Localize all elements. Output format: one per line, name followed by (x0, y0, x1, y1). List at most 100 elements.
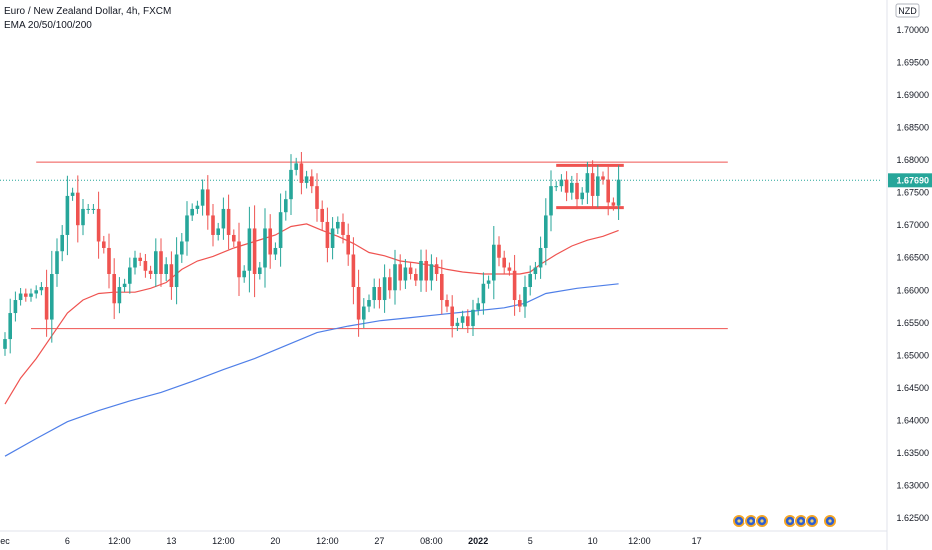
candle[interactable] (512, 254, 517, 316)
candle[interactable] (341, 213, 345, 244)
candle[interactable] (112, 258, 116, 320)
candle[interactable] (117, 277, 122, 314)
candle[interactable] (128, 257, 132, 294)
candle[interactable] (419, 249, 423, 292)
candle[interactable] (39, 282, 44, 296)
candle[interactable] (450, 295, 454, 338)
candle[interactable] (148, 265, 153, 279)
candle[interactable] (507, 262, 512, 276)
candle[interactable] (122, 278, 127, 292)
ema-200-line[interactable] (4, 283, 619, 457)
candle[interactable] (102, 235, 106, 254)
candle[interactable] (289, 154, 293, 215)
candle[interactable] (70, 187, 75, 201)
candle[interactable] (445, 294, 449, 313)
candle[interactable] (549, 170, 553, 232)
candle[interactable] (518, 294, 522, 313)
event-flag-icon[interactable] (732, 514, 746, 528)
candle[interactable] (81, 199, 85, 236)
candle[interactable] (8, 298, 12, 354)
candle[interactable] (29, 288, 33, 302)
candle[interactable] (252, 205, 257, 298)
candle[interactable] (65, 175, 70, 256)
candle[interactable] (492, 226, 496, 300)
candle[interactable] (585, 161, 590, 205)
candle[interactable] (169, 251, 174, 300)
candle[interactable] (398, 254, 402, 291)
candle[interactable] (91, 203, 96, 214)
candle[interactable] (377, 278, 382, 309)
candle[interactable] (164, 257, 168, 281)
candle[interactable] (367, 294, 371, 313)
candle[interactable] (226, 194, 231, 250)
candle[interactable] (294, 157, 298, 176)
candle[interactable] (159, 238, 163, 287)
candle[interactable] (299, 152, 304, 195)
symbol-title[interactable]: Euro / New Zealand Dollar, 4h, FXCM (4, 6, 172, 17)
event-flag-icon[interactable] (805, 514, 819, 528)
candle[interactable] (242, 265, 246, 283)
candle[interactable] (606, 166, 610, 216)
candle[interactable] (544, 198, 548, 266)
candle[interactable] (351, 237, 356, 305)
candle[interactable] (356, 269, 361, 337)
candle[interactable] (273, 242, 278, 261)
currency-badge[interactable]: NZD (895, 3, 920, 18)
candle[interactable] (362, 298, 366, 329)
candle[interactable] (424, 249, 428, 292)
candle[interactable] (133, 250, 137, 275)
candle[interactable] (440, 259, 444, 315)
event-flag-icon[interactable] (823, 514, 837, 528)
candle[interactable] (372, 278, 376, 309)
candle[interactable] (13, 291, 18, 322)
candle[interactable] (206, 175, 210, 230)
candle[interactable] (486, 275, 491, 289)
candle[interactable] (154, 238, 158, 287)
candle[interactable] (325, 207, 330, 263)
candle[interactable] (232, 229, 236, 247)
candle[interactable] (476, 297, 480, 316)
candle[interactable] (237, 222, 241, 296)
candle[interactable] (50, 250, 54, 343)
candle[interactable] (523, 275, 527, 318)
ema-50-line[interactable] (4, 223, 619, 405)
candle[interactable] (336, 216, 340, 234)
candle[interactable] (481, 272, 486, 315)
candle[interactable] (60, 225, 64, 262)
candle[interactable] (382, 264, 387, 313)
event-flag-icon[interactable] (755, 514, 769, 528)
candle[interactable] (330, 217, 335, 260)
candle[interactable] (211, 204, 215, 247)
candle[interactable] (538, 236, 543, 279)
candle[interactable] (403, 259, 408, 289)
candle[interactable] (580, 187, 584, 205)
candle[interactable] (315, 173, 319, 222)
candle[interactable] (601, 171, 605, 185)
candle[interactable] (24, 288, 28, 302)
candle[interactable] (107, 233, 111, 289)
candle[interactable] (258, 261, 262, 280)
candle[interactable] (18, 287, 23, 306)
candle[interactable] (590, 160, 595, 209)
candle[interactable] (497, 236, 501, 267)
candle[interactable] (263, 208, 267, 288)
candle[interactable] (221, 197, 226, 240)
candle[interactable] (596, 165, 600, 208)
candle[interactable] (502, 250, 506, 275)
candle[interactable] (466, 309, 470, 334)
candle[interactable] (34, 285, 38, 299)
candle[interactable] (554, 181, 558, 192)
candle[interactable] (408, 261, 413, 280)
candle[interactable] (528, 265, 532, 296)
candle[interactable] (570, 175, 574, 200)
candle[interactable] (564, 171, 569, 202)
candle[interactable] (180, 233, 184, 263)
candle[interactable] (533, 261, 538, 280)
candle[interactable] (195, 200, 200, 214)
candle[interactable] (559, 174, 564, 192)
candle[interactable] (55, 238, 59, 287)
candle[interactable] (320, 200, 324, 231)
candle[interactable] (247, 206, 252, 293)
candle[interactable] (616, 165, 621, 220)
